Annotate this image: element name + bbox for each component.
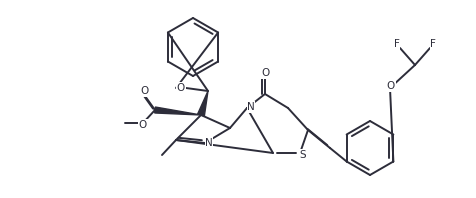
Text: S: S — [299, 150, 306, 160]
Text: O: O — [386, 81, 394, 91]
Text: F: F — [429, 39, 435, 49]
Text: N: N — [247, 102, 254, 112]
Text: O: O — [139, 120, 147, 130]
Text: O: O — [177, 83, 185, 93]
Polygon shape — [154, 107, 200, 115]
Text: O: O — [140, 86, 149, 96]
Polygon shape — [197, 91, 208, 116]
Text: O: O — [261, 68, 269, 78]
Text: N: N — [205, 138, 212, 148]
Text: F: F — [393, 39, 399, 49]
